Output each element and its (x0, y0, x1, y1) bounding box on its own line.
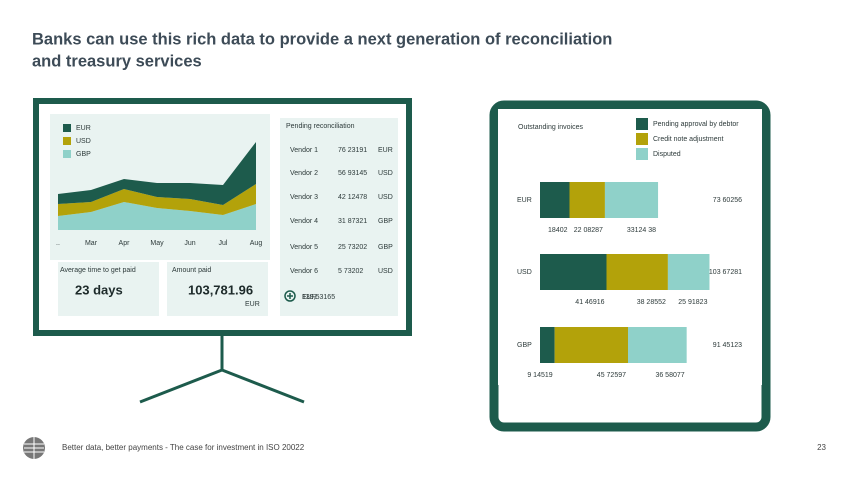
bar-segment (606, 254, 668, 290)
total-label: 103 67281 (709, 269, 742, 276)
legend-swatch (63, 150, 71, 158)
legend-swatch (636, 118, 648, 130)
total-label: 73 60256 (713, 197, 742, 204)
x-tick-label: .. (56, 240, 60, 247)
area (58, 184, 256, 216)
area (58, 142, 256, 205)
table-cell: USD (378, 194, 393, 201)
footer-text: Better data, better payments - The case … (62, 443, 305, 452)
table-cell: EUR (302, 294, 317, 301)
legend-swatch (63, 124, 71, 132)
bar-segment (628, 327, 687, 363)
table-cell: GBP (378, 218, 393, 225)
table-cell: GBP (378, 244, 393, 251)
category-label: USD (517, 269, 532, 276)
x-tick-label: Aug (250, 240, 263, 247)
table-cell: Vendor 6 (290, 268, 318, 275)
legend-swatch (63, 137, 71, 145)
title-line: and treasury services (32, 52, 202, 70)
table-cell: .. (302, 294, 306, 301)
bar-segment (667, 254, 710, 290)
table-cell: 5 73202 (338, 268, 363, 275)
table-cell: 25 73202 (338, 244, 367, 251)
segment-label: 38 28552 (637, 299, 666, 306)
table-cell: 56 93145 (338, 170, 367, 177)
table-cell: 139,53165 (302, 294, 335, 301)
table-cell: USD (378, 170, 393, 177)
table-cell: 76 23191 (338, 147, 367, 154)
segment-label: 22 08287 (574, 227, 603, 234)
table-cell: 31 87321 (338, 218, 367, 225)
segment-label: 33124 38 (627, 227, 656, 234)
segment-label: 18402 (548, 227, 568, 234)
legend-label: EUR (76, 125, 91, 132)
legend-label: USD (76, 138, 91, 145)
table-cell: Vendor 3 (290, 194, 318, 201)
kpi-value: 103,781.96 (188, 282, 253, 297)
legend-swatch (636, 133, 648, 145)
bar-segment (540, 327, 555, 363)
x-tick-label: Mar (85, 240, 98, 247)
bar-segment (554, 327, 629, 363)
kpi-value: 23 days (75, 282, 123, 297)
add-icon[interactable] (284, 290, 296, 302)
table-cell: Vendor 2 (290, 170, 318, 177)
category-label: EUR (517, 197, 532, 204)
add-icon-cross (287, 293, 293, 299)
segment-label: 41 46916 (575, 299, 604, 306)
table-cell: USD (378, 268, 393, 275)
table-title: Pending reconciliation (286, 123, 355, 130)
category-label: GBP (517, 342, 532, 349)
x-tick-label: Apr (119, 240, 131, 247)
kpi-label: Amount paid (172, 267, 211, 274)
legend-label: Credit note adjustment (653, 136, 723, 143)
legend-swatch (636, 148, 648, 160)
title-line: Banks can use this rich data to provide … (32, 30, 612, 48)
x-tick-label: May (150, 240, 164, 247)
segment-label: 36 58077 (655, 372, 684, 379)
table-cell: Vendor 5 (290, 244, 318, 251)
legend-label: Pending approval by debtor (653, 121, 739, 128)
kpi-label: Average time to get paid (60, 267, 136, 274)
bar-segment (540, 182, 570, 218)
x-tick-label: Jun (184, 240, 195, 247)
bar-segment (604, 182, 659, 218)
chart-title: Outstanding invoices (518, 124, 583, 131)
table-cell: Vendor 1 (290, 147, 318, 154)
segment-label: 45 72597 (597, 372, 626, 379)
segment-label: 25 91823 (678, 299, 707, 306)
table-cell: Vendor 4 (290, 218, 318, 225)
table-cell: 42 12478 (338, 194, 367, 201)
legend-label: GBP (76, 151, 91, 158)
total-label: 91 45123 (713, 342, 742, 349)
table-cell: EUR (378, 147, 393, 154)
bar-segment (569, 182, 605, 218)
page-number: 23 (817, 443, 826, 452)
logo-lines (24, 437, 44, 459)
segment-label: 9 14519 (527, 372, 552, 379)
area (58, 202, 256, 230)
legend-label: Disputed (653, 151, 681, 158)
bar-segment (540, 254, 607, 290)
kpi-unit: EUR (245, 301, 260, 308)
x-tick-label: Jul (219, 240, 228, 247)
